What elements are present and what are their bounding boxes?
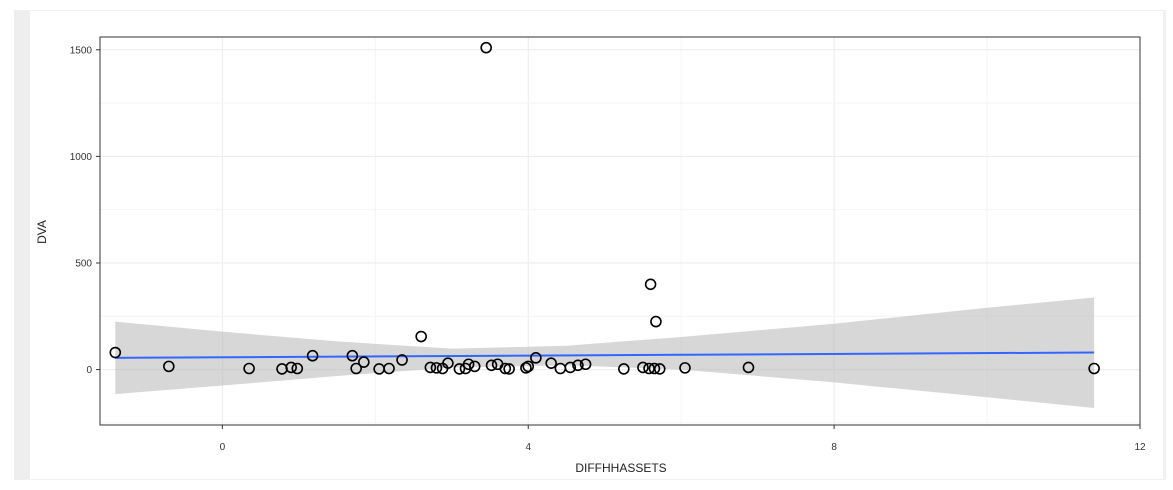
data-point <box>424 361 437 374</box>
y-tick-label: 500 <box>75 258 92 269</box>
fit-line <box>115 351 1095 359</box>
y-axis-title: DVA <box>35 220 49 244</box>
y-tick-label: 0 <box>86 365 92 376</box>
data-point <box>653 363 666 375</box>
data-point <box>306 349 319 362</box>
data-points <box>109 41 1100 375</box>
data-point <box>679 362 691 374</box>
data-point <box>285 361 297 374</box>
data-point <box>1088 362 1100 375</box>
data-point <box>648 362 661 375</box>
data-point <box>346 349 359 362</box>
fit-line-group <box>115 351 1095 359</box>
y-tick-label: 1500 <box>70 45 93 56</box>
data-point <box>503 363 515 375</box>
data-point <box>520 362 532 374</box>
data-point <box>109 346 122 359</box>
data-point <box>564 361 577 374</box>
data-point <box>442 357 454 369</box>
data-point <box>742 361 755 374</box>
data-point <box>468 360 481 373</box>
confidence-band <box>115 297 1095 408</box>
x-tick-label: 4 <box>525 442 531 453</box>
data-point <box>480 41 492 54</box>
confidence-band-group <box>115 297 1095 408</box>
data-point <box>650 315 662 328</box>
data-point <box>485 359 498 372</box>
x-tick-label: 0 <box>220 442 226 453</box>
data-point <box>163 360 175 373</box>
data-point <box>530 352 542 364</box>
data-point <box>579 358 592 371</box>
data-point <box>291 362 304 375</box>
data-point <box>430 362 443 374</box>
data-point <box>572 359 584 372</box>
x-axis-title: DIFFHHASSETS <box>575 461 666 475</box>
data-point <box>522 360 535 373</box>
data-point <box>637 361 649 374</box>
data-point <box>350 362 362 375</box>
data-point <box>462 358 475 371</box>
data-point <box>396 354 408 366</box>
axes: 0 4 8 12 0 500 1000 1500 <box>70 36 1146 453</box>
data-point <box>358 356 370 368</box>
data-point <box>545 357 557 369</box>
data-point <box>415 330 427 343</box>
data-point <box>618 363 630 375</box>
x-tick-label: 12 <box>1134 442 1146 453</box>
data-point <box>383 362 395 375</box>
y-tick-label: 1000 <box>70 152 93 163</box>
x-tick-label: 8 <box>831 442 837 453</box>
data-point <box>243 362 255 375</box>
data-point <box>453 363 466 375</box>
data-point <box>644 278 657 291</box>
plot-border <box>99 36 1141 426</box>
data-point <box>499 362 512 375</box>
